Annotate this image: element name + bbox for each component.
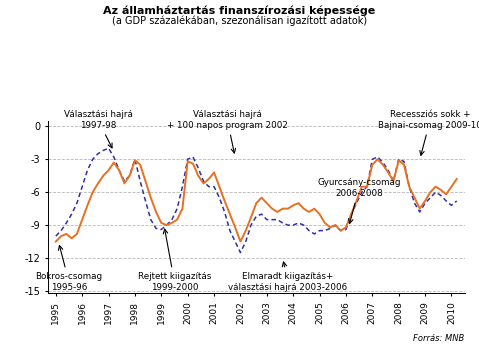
Text: Az államháztartás finanszírozási képessége: Az államháztartás finanszírozási képessé…: [103, 5, 376, 16]
Text: Gyurcsány-csomag
2006-2008: Gyurcsány-csomag 2006-2008: [318, 178, 401, 224]
Text: Recessziós sokk +
Bajnai-csomag 2009-10: Recessziós sokk + Bajnai-csomag 2009-10: [378, 110, 479, 155]
Text: Forrás: MNB: Forrás: MNB: [413, 334, 465, 343]
Text: Bokros-csomag
1995-96: Bokros-csomag 1995-96: [35, 246, 103, 292]
Text: Választási hajrá
+ 100 napos program 2002: Választási hajrá + 100 napos program 200…: [167, 110, 288, 153]
Text: Rejtett kiigazítás
1999-2000: Rejtett kiigazítás 1999-2000: [138, 229, 211, 292]
Text: Elmaradt kiigazítás+
választási hajrá 2003-2006: Elmaradt kiigazítás+ választási hajrá 20…: [228, 262, 347, 292]
Text: Választási hajrá
1997-98: Választási hajrá 1997-98: [64, 110, 133, 148]
Text: (a GDP százalékában, szezonálisan igazított adatok): (a GDP százalékában, szezonálisan igazít…: [112, 16, 367, 26]
